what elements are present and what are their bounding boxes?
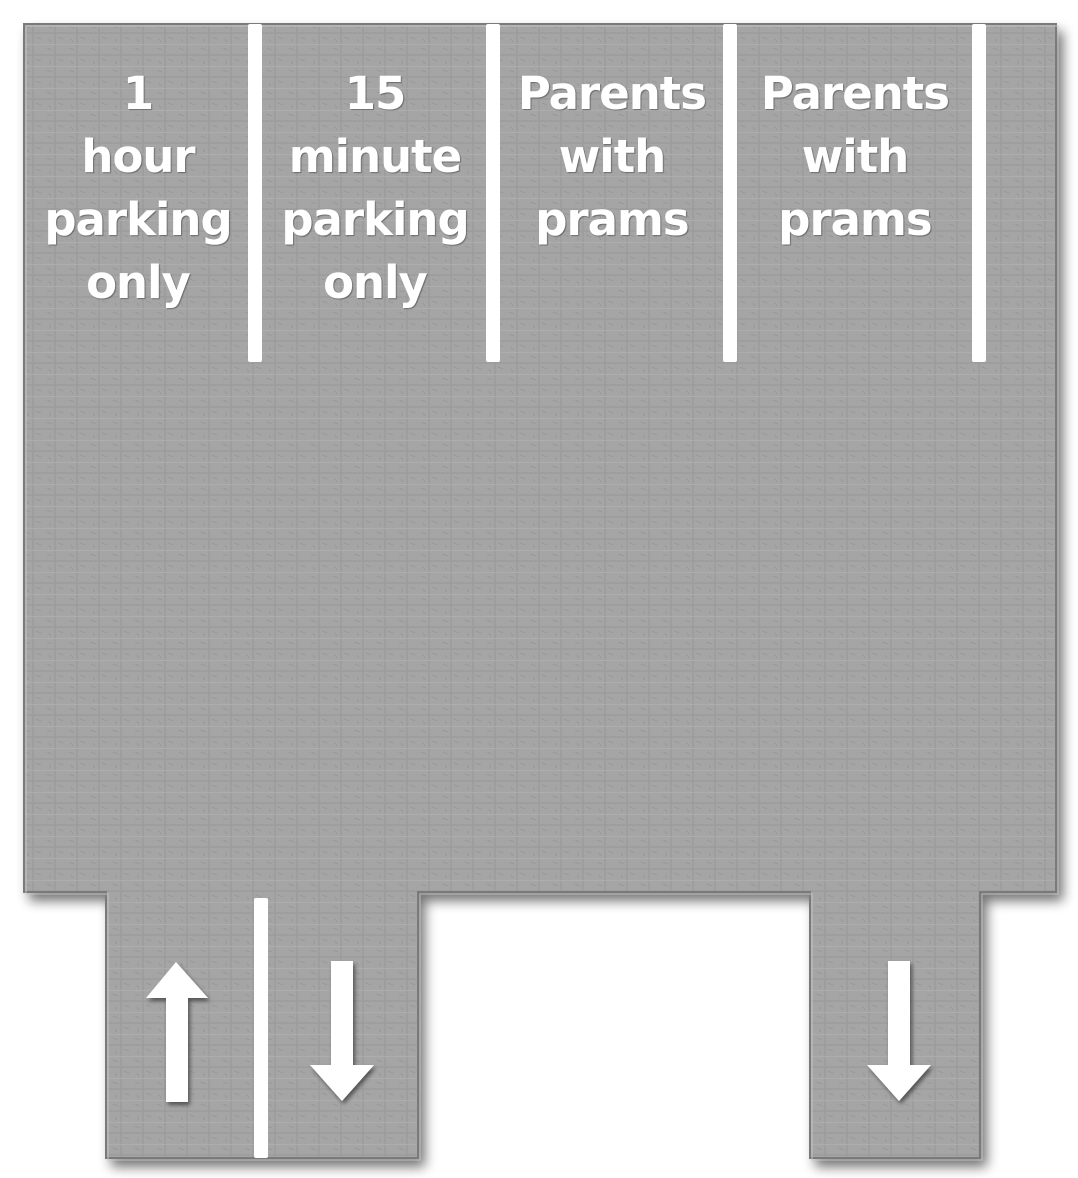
bay-label-line: only [323,256,428,309]
bay-label-line: prams [535,193,689,246]
arrow-down-icon [867,961,931,1101]
bay-label-line: Parents [760,67,950,120]
bay-label-line: parking [281,193,469,246]
bay-divider-line [723,24,737,362]
bay-divider-line [972,24,986,362]
bay-label-line: Parents [517,67,707,120]
arrow-down-icon [310,961,374,1101]
bay-label-line: with [558,130,667,183]
bay-label-line: 1 [122,67,154,120]
bay-label-line: only [86,256,191,309]
bay-label-line: prams [778,193,932,246]
parking-lot-surface [23,23,1057,1159]
lane-divider-line [254,898,268,1158]
bay-label-line: with [801,130,910,183]
bay-label-line: parking [44,193,232,246]
bay-label-line: hour [81,130,195,183]
bay-label-15-minute: 15 minute parking only [260,62,490,314]
arrow-up-icon [146,962,208,1102]
bay-label-line: minute [288,130,462,183]
bay-label-1-hour: 1 hour parking only [23,62,253,314]
bay-label-line: 15 [344,67,407,120]
bay-divider-line [248,24,262,362]
bay-label-parents-with-prams: Parents with prams [497,62,727,251]
bay-divider-line [486,24,500,362]
bay-label-parents-with-prams: Parents with prams [740,62,970,251]
